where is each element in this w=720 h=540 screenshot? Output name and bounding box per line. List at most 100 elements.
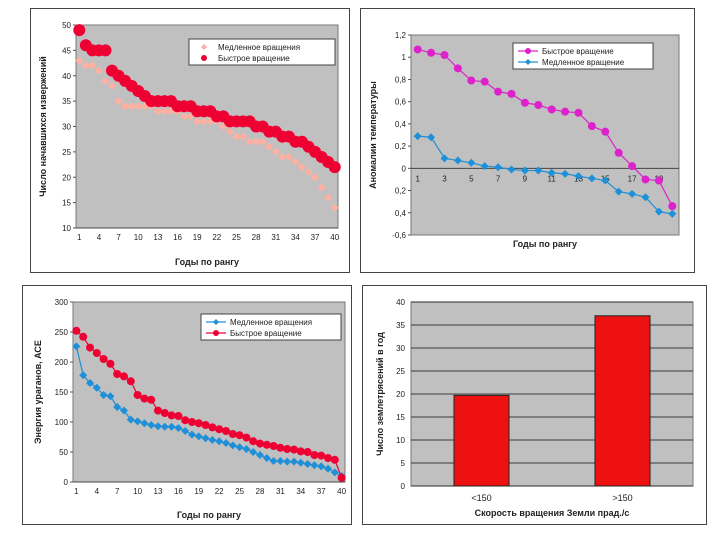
data-point — [181, 427, 190, 435]
data-point — [121, 102, 130, 111]
data-point — [262, 440, 271, 449]
chart-panel-temperature: -0,60,40,200,20,40,60,811,21357911131517… — [360, 8, 695, 273]
data-point — [507, 165, 516, 174]
x-tick-label: 5 — [469, 174, 474, 183]
data-point — [215, 437, 224, 446]
data-point — [228, 430, 237, 438]
y-tick-label: 40 — [396, 298, 405, 307]
data-point — [271, 147, 280, 156]
data-point — [215, 425, 224, 434]
data-point — [561, 107, 570, 116]
data-point — [256, 451, 264, 459]
data-point — [153, 107, 162, 116]
y-tick-label: 35 — [62, 97, 71, 106]
legend-label: Быстрое вращение — [542, 47, 614, 56]
data-point — [222, 427, 230, 435]
y-tick-label: 20 — [396, 390, 405, 399]
y-tick-label: 35 — [396, 321, 405, 330]
data-point — [262, 454, 271, 462]
data-point — [453, 64, 462, 73]
legend-label: Медленное вращения — [218, 43, 300, 52]
x-tick-label: 16 — [173, 233, 182, 242]
data-point — [225, 127, 234, 136]
x-axis-title: Годы по рангу — [177, 510, 241, 520]
x-tick-label: 25 — [235, 487, 244, 496]
chart-earthquakes: 0 5 10 15 20 25 30 35 40 <150 >150 Скорость вращени… — [375, 298, 694, 518]
data-point — [330, 468, 339, 477]
data-point — [72, 342, 81, 351]
data-point — [453, 156, 462, 165]
data-point — [199, 117, 208, 126]
data-point — [574, 172, 583, 181]
y-tick-label: 0,2 — [395, 142, 407, 151]
y-tick-label: 15 — [396, 413, 405, 422]
data-point — [310, 451, 319, 459]
legend-marker — [213, 330, 219, 336]
data-point — [654, 176, 663, 185]
data-point — [208, 423, 217, 432]
series-2 — [413, 132, 677, 218]
y-tick-label: 15 — [62, 199, 71, 208]
data-point — [167, 411, 176, 420]
data-point — [239, 132, 248, 141]
chart-panel-earthquakes: 0 5 10 15 20 25 30 35 40 <150 >150 Скорость вращени… — [362, 285, 707, 525]
x-tick-label: 10 — [134, 233, 143, 242]
data-point — [201, 421, 210, 429]
x-tick-label: 40 — [330, 233, 339, 242]
data-point — [276, 457, 285, 465]
data-point — [126, 415, 135, 424]
legend-label: Быстрое вращение — [230, 329, 302, 338]
y-tick-label: 30 — [62, 123, 71, 132]
x-tick-label: 1 — [74, 487, 79, 496]
data-point — [278, 152, 287, 161]
data-point — [494, 87, 503, 96]
x-tick-label: 37 — [317, 487, 326, 496]
data-point — [188, 430, 196, 439]
data-point — [113, 403, 122, 411]
y-tick-label: 20 — [62, 173, 71, 182]
data-point — [283, 445, 292, 453]
data-point — [317, 183, 326, 192]
data-point — [561, 169, 570, 178]
data-point — [480, 77, 489, 86]
data-point — [587, 122, 596, 131]
y-tick-label: 0 — [401, 482, 406, 491]
data-point — [427, 133, 436, 142]
x-tick-label: 11 — [548, 174, 557, 183]
y-tick-label: 0,8 — [395, 75, 407, 84]
data-point — [494, 163, 503, 172]
y-tick-label: 300 — [55, 298, 69, 307]
y-tick-label: 1,2 — [395, 31, 407, 40]
x-tick-label: 13 — [154, 487, 163, 496]
data-point — [507, 89, 516, 98]
data-point — [290, 445, 298, 454]
data-point — [467, 158, 476, 167]
x-tick-label: 4 — [95, 487, 100, 496]
x-tick-label: 40 — [337, 487, 346, 496]
data-point — [256, 439, 264, 448]
y-tick-label: 0 — [402, 164, 407, 173]
data-point — [120, 406, 128, 415]
x-tick-label: 22 — [215, 487, 224, 496]
data-point — [337, 473, 346, 482]
data-point — [75, 56, 84, 65]
bar — [594, 315, 651, 487]
data-point — [258, 137, 267, 146]
x-tick-label: 28 — [256, 487, 265, 496]
x-tick-label: 19 — [193, 233, 202, 242]
x-tick-label: 34 — [291, 233, 300, 242]
y-tick-label: 45 — [62, 46, 71, 55]
x-tick-label: 7 — [116, 233, 121, 242]
x-tick-label: 37 — [311, 233, 320, 242]
data-point — [547, 168, 556, 177]
data-point — [99, 391, 108, 399]
legend-box — [188, 38, 336, 66]
x-tick-label: 1 — [77, 233, 82, 242]
legend-marker — [201, 55, 207, 61]
data-point — [108, 81, 117, 90]
data-point — [330, 455, 339, 464]
data-point — [311, 173, 320, 182]
data-point — [180, 112, 189, 121]
data-point — [534, 166, 543, 175]
data-point — [127, 102, 136, 111]
